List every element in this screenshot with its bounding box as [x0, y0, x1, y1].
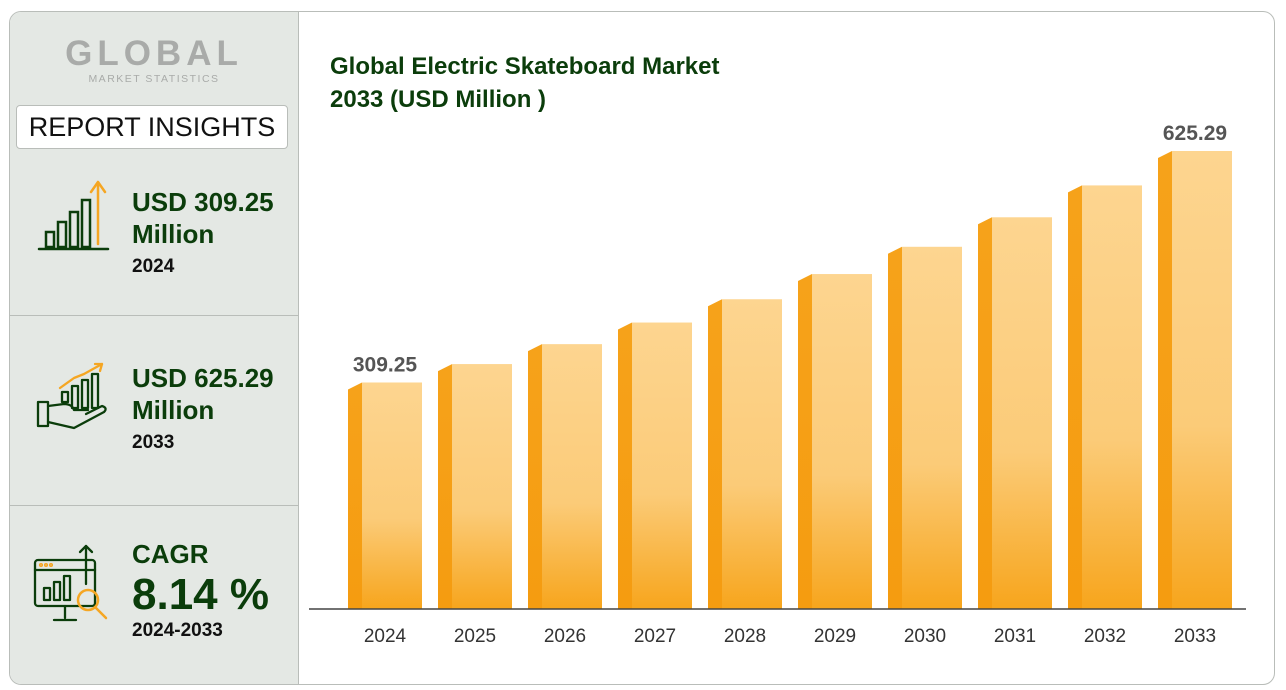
stat-cagr-period: 2024-2033 [132, 620, 223, 641]
chart-title: Global Electric Skateboard Market 2033 (… [330, 50, 850, 116]
bar-2027 [632, 322, 692, 609]
stat-cagr-label: CAGR [132, 539, 209, 569]
bar-side-2025 [438, 364, 452, 609]
bar-side-2032 [1068, 185, 1082, 609]
data-label-2024: 309.25 [353, 353, 418, 376]
stat-2024-year: 2024 [132, 256, 175, 277]
x-tick-label: 2024 [364, 626, 407, 647]
x-tick-label: 2029 [814, 626, 856, 647]
x-tick-label: 2032 [1084, 626, 1126, 647]
stat-2024: USD 309.25 Million 2024 [132, 186, 274, 278]
bar-2028 [722, 299, 782, 609]
x-tick-label: 2031 [994, 626, 1036, 647]
bar-chart: 2024 2025 2026 2027 2028 2029 2030 2031 2032 2033… [309, 122, 1246, 647]
bar-2024 [362, 382, 422, 609]
bar-side-2029 [798, 274, 812, 609]
sidebar: GLOBAL MARKET STATISTICS REPORT INSIGHTS… [10, 12, 299, 684]
bar-side-2026 [528, 344, 542, 609]
chart-title-line2: 2033 (USD Million ) [330, 86, 547, 113]
bar-2033 [1172, 151, 1232, 609]
bar-2032 [1082, 185, 1142, 609]
stat-2033-year: 2033 [132, 432, 175, 453]
bar-2026 [542, 344, 602, 609]
sidebar-divider [10, 505, 298, 506]
bar-side-2030 [888, 246, 902, 609]
stat-2024-unit: Million [132, 219, 215, 249]
bar-side-2024 [348, 382, 362, 609]
bar-side-2031 [978, 217, 992, 609]
chart-title-line1: Global Electric Skateboard Market [330, 53, 720, 80]
data-label-2033: 625.29 [1163, 122, 1227, 145]
bar-side-2028 [708, 299, 722, 609]
monitor-analytics-icon [33, 544, 108, 622]
bar-side-2027 [618, 322, 632, 609]
bar-side-2033 [1158, 151, 1172, 609]
x-tick-label: 2025 [454, 626, 496, 647]
logo-word: GLOBAL [65, 34, 243, 73]
stat-2033-unit: Million [132, 395, 215, 425]
bar-2025 [452, 364, 512, 609]
bar-chart-up-arrow-icon [37, 180, 110, 251]
stat-2033: USD 625.29 Million 2033 [132, 362, 274, 454]
stat-2024-value: USD 309.25 [132, 187, 274, 217]
bar-2031 [992, 217, 1052, 609]
bar-2030 [902, 246, 962, 609]
stat-cagr-value: 8.14 % [132, 570, 269, 619]
stat-cagr: CAGR 8.14 % 2024-2033 [132, 538, 269, 642]
x-tick-label: 2026 [544, 626, 586, 647]
bar-2029 [812, 274, 872, 609]
x-tick-label: 2028 [724, 626, 766, 647]
sidebar-divider [10, 315, 298, 316]
x-tick-label: 2033 [1174, 626, 1216, 647]
stat-2033-value: USD 625.29 [132, 363, 274, 393]
hand-growth-chart-icon [36, 362, 107, 430]
x-tick-label: 2030 [904, 626, 946, 647]
x-tick-label: 2027 [634, 626, 676, 647]
logo-subtitle: MARKET STATISTICS [88, 73, 220, 85]
report-insights-heading: REPORT INSIGHTS [16, 105, 288, 149]
logo: GLOBAL MARKET STATISTICS [10, 34, 298, 86]
report-card: GLOBAL MARKET STATISTICS REPORT INSIGHTS… [9, 11, 1275, 685]
